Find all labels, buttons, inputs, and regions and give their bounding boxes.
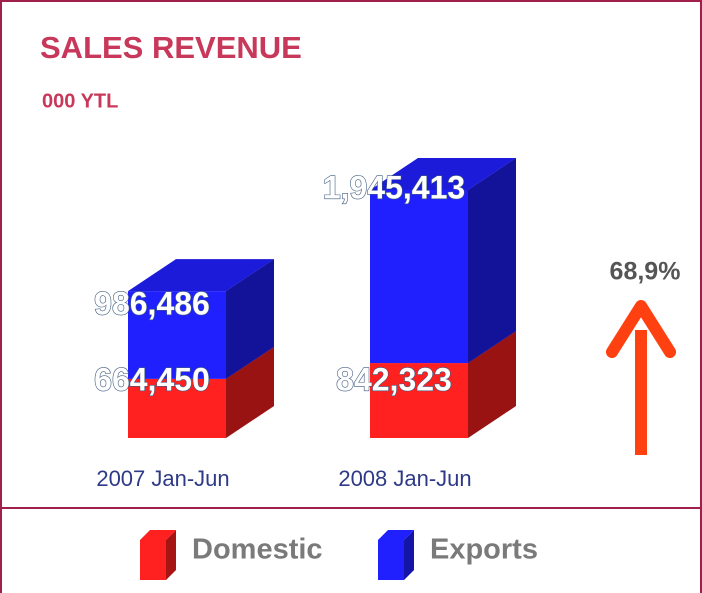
bar-front	[128, 291, 226, 379]
x-tick-label: 2008 Jan-Jun	[338, 466, 471, 491]
bar-side	[468, 331, 516, 438]
data-label: 664,450	[94, 361, 210, 397]
bar-top-shade	[128, 259, 274, 292]
bar-side-shade	[468, 331, 516, 438]
legend-label: Exports	[430, 534, 538, 566]
bar	[128, 259, 274, 379]
bar-side	[468, 158, 516, 364]
bar-side-shade	[226, 346, 274, 438]
bar-side	[226, 346, 274, 438]
chart-subtitle: 000 YTL	[42, 90, 118, 112]
legend-swatch	[378, 530, 414, 580]
bar-top	[128, 259, 274, 292]
data-label: 842,323	[336, 361, 452, 397]
swatch-shade	[166, 530, 176, 580]
legend-swatch	[140, 530, 176, 580]
swatch-side	[404, 530, 414, 580]
x-tick-label: 2007 Jan-Jun	[96, 466, 229, 491]
data-label: 1,945,413	[323, 169, 465, 205]
swatch-top	[378, 530, 414, 540]
swatch-top	[140, 530, 176, 540]
swatch-side	[166, 530, 176, 580]
legend-label: Domestic	[192, 534, 323, 566]
bar-top-shade	[370, 158, 516, 190]
chart-title: SALES REVENUE	[40, 30, 302, 65]
bar-side-shade	[468, 158, 516, 364]
swatch-front	[140, 540, 166, 580]
arrow-head	[606, 300, 676, 358]
annotation: 68,9%	[610, 258, 681, 286]
bar-front	[370, 363, 468, 438]
bar	[370, 331, 516, 438]
swatch-front	[378, 540, 404, 580]
bar-side-shade	[226, 259, 274, 379]
bar-front	[128, 378, 226, 438]
bar-top	[370, 158, 516, 190]
bar	[128, 346, 274, 438]
swatch-shade	[404, 530, 414, 580]
growth-arrow	[606, 300, 676, 455]
data-label: 986,486	[94, 286, 210, 322]
bar-front	[370, 190, 468, 364]
bar	[370, 158, 516, 364]
bar-side	[226, 259, 274, 379]
